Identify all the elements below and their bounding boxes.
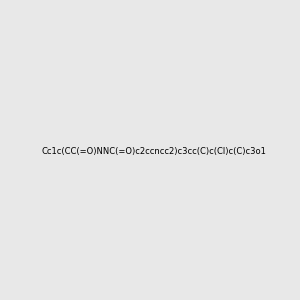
Text: Cc1c(CC(=O)NNC(=O)c2ccncc2)c3cc(C)c(Cl)c(C)c3o1: Cc1c(CC(=O)NNC(=O)c2ccncc2)c3cc(C)c(Cl)c… [41,147,266,156]
